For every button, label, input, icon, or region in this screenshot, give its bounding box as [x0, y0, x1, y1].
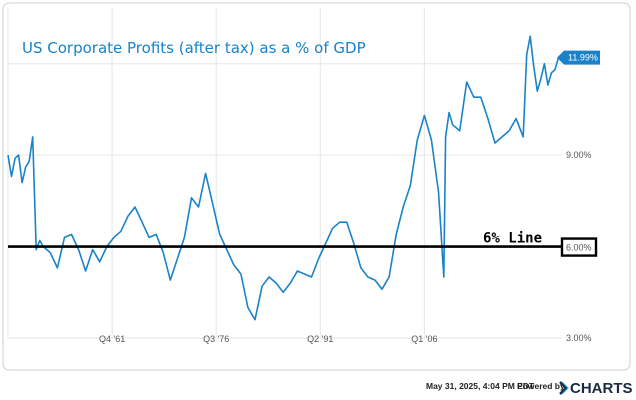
x-tick-label: Q4 '61	[99, 334, 125, 344]
six-percent-line-annotation: 6% Line	[483, 231, 542, 247]
six-percent-value-label: 6.00%	[566, 243, 592, 253]
chart-title: US Corporate Profits (after tax) as a % …	[22, 39, 366, 57]
x-tick-label: Q3 '76	[203, 334, 229, 344]
y-axis-tick-labels: 3.00% 9.00%	[566, 150, 592, 343]
vertical-gridlines	[7, 8, 425, 338]
x-axis-tick-labels: Q4 '61 Q3 '76 Q2 '91 Q1 '06	[99, 334, 438, 344]
ycharts-brand: CHARTS	[570, 380, 633, 397]
ycharts-arrow-icon	[559, 381, 569, 395]
footer-powered-by: Powered by	[517, 381, 565, 391]
chart-frame	[2, 2, 631, 371]
series-line	[7, 35, 560, 321]
series-layer	[7, 35, 560, 321]
last-value-flag-shape	[557, 50, 600, 65]
y-tick-label: 9.00%	[566, 150, 592, 160]
last-value-label: 11.99%	[568, 53, 598, 63]
six-percent-value-box	[560, 237, 598, 257]
footer-attribution: May 31, 2025, 4:04 PM EDT Powered by CHA…	[426, 380, 633, 397]
x-tick-label: Q1 '06	[411, 334, 437, 344]
y-tick-label: 3.00%	[566, 333, 592, 343]
footer-timestamp: May 31, 2025, 4:04 PM EDT	[426, 381, 535, 391]
x-tick-label: Q2 '91	[307, 334, 333, 344]
last-value-flag: 11.99%	[557, 50, 600, 65]
